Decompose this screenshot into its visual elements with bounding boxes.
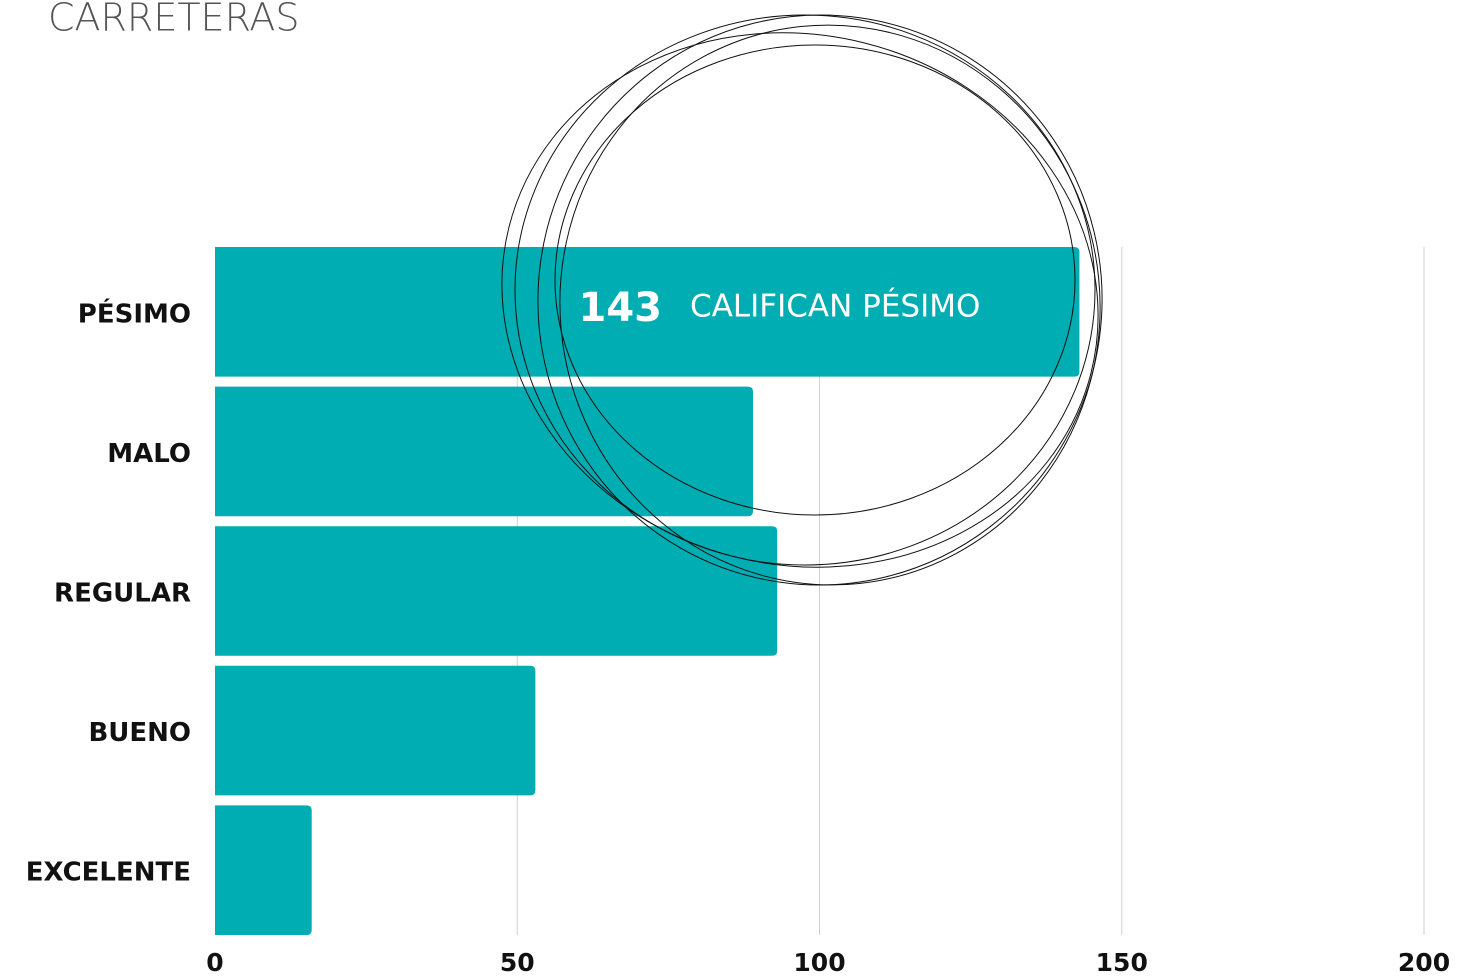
bar — [215, 665, 536, 796]
category-label: EXCELENTE — [26, 858, 191, 888]
value-label: 143 — [579, 285, 663, 331]
bar — [215, 386, 754, 517]
bar — [215, 526, 778, 656]
scribble — [501, 32, 1099, 568]
bar — [215, 247, 1080, 377]
bars — [215, 247, 1080, 935]
annotation: CALIFICAN PÉSIMO — [690, 288, 980, 324]
scribble-circles — [501, 14, 1103, 586]
x-tick-label: 0 — [206, 948, 223, 977]
x-tick-label: 50 — [500, 948, 535, 977]
x-tick-label: 100 — [793, 948, 845, 977]
category-label: BUENO — [88, 718, 191, 748]
category-label: REGULAR — [54, 579, 191, 609]
scribble — [537, 14, 1103, 586]
bar — [215, 805, 312, 935]
category-label: PÉSIMO — [78, 297, 191, 329]
x-tick-label: 200 — [1398, 948, 1450, 977]
x-tick-label: 150 — [1096, 948, 1148, 977]
category-label: MALO — [107, 439, 191, 469]
labels: 0 50 100 150 200 PÉSIMO MALO REGULAR BUENO EXCELE… — [26, 285, 1450, 977]
scribble — [554, 44, 1076, 516]
chart-title: CARRETERAS — [48, 0, 300, 40]
